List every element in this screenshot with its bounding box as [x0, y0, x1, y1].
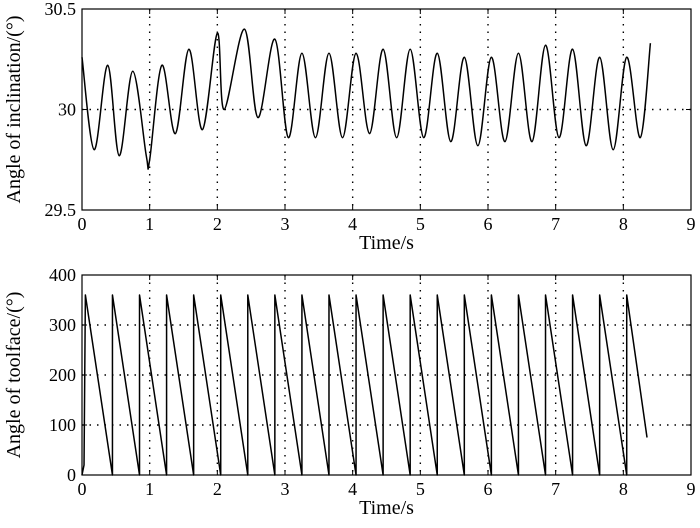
chart-toolface-xtick-label-3: 3: [281, 479, 290, 499]
chart-toolface-xtick-label-0: 0: [78, 479, 87, 499]
chart-inclination-xtick-label-6: 6: [484, 214, 493, 234]
chart-toolface-xtick-label-6: 6: [484, 479, 493, 499]
chart-inclination-xtick-label-9: 9: [687, 214, 696, 234]
chart-toolface-ytick-labels: 0 100 200 300 400: [49, 265, 76, 485]
chart-inclination-xtick-labels: 0 1 2 3 4 5 6 7 8 9: [78, 214, 696, 234]
chart-toolface-ytick-label-3: 300: [49, 315, 76, 335]
chart-inclination-xtick-label-7: 7: [551, 214, 560, 234]
chart-toolface-xtick-label-5: 5: [416, 479, 425, 499]
chart-inclination-tickmarks: [81, 8, 692, 211]
chart-inclination-ytick-labels: 29.5 30 30.5: [45, 0, 77, 220]
chart-toolface-ytick-label-4: 400: [49, 265, 76, 285]
chart-toolface-xlabel: Time/s: [359, 497, 414, 519]
chart-toolface-ytick-label-1: 100: [49, 415, 76, 435]
chart-inclination-xtick-label-3: 3: [281, 214, 290, 234]
chart-toolface-xtick-label-9: 9: [687, 479, 696, 499]
chart-inclination-ytick-label-1: 30: [58, 100, 76, 120]
chart-inclination-xtick-label-5: 5: [416, 214, 425, 234]
chart-toolface: 0 1 2 3 4 5 6 7 8 9 0 100 200 300 400 Time/s Angle of…: [3, 265, 696, 519]
chart-inclination-xtick-label-0: 0: [78, 214, 87, 234]
chart-inclination-grid: [82, 9, 691, 210]
chart-inclination: 0 1 2 3 4 5 6 7 8 9 29.5 30 30.5 Time/s Angle of in…: [3, 0, 696, 254]
chart-toolface-xtick-label-7: 7: [551, 479, 560, 499]
chart-inclination-xtick-label-8: 8: [619, 214, 628, 234]
chart-toolface-xtick-label-2: 2: [213, 479, 222, 499]
chart-inclination-ytick-label-2: 30.5: [45, 0, 77, 19]
chart-toolface-xtick-label-8: 8: [619, 479, 628, 499]
chart-inclination-xlabel: Time/s: [359, 232, 414, 254]
chart-inclination-ylabel: Angle of inclination/(°): [3, 16, 25, 204]
chart-inclination-xtick-label-4: 4: [348, 214, 357, 234]
chart-inclination-ytick-label-0: 29.5: [45, 200, 77, 220]
chart-toolface-xtick-labels: 0 1 2 3 4 5 6 7 8 9: [78, 479, 696, 499]
chart-inclination-series-line: [81, 28, 652, 170]
chart-toolface-series-line: [81, 294, 648, 476]
chart-inclination-xtick-label-1: 1: [145, 214, 154, 234]
chart-toolface-ytick-label-2: 200: [49, 365, 76, 385]
chart-toolface-xtick-label-4: 4: [348, 479, 357, 499]
chart-toolface-ylabel: Angle of toolface/(°): [3, 292, 25, 459]
chart-toolface-xtick-label-1: 1: [145, 479, 154, 499]
chart-toolface-ytick-label-0: 0: [67, 465, 76, 485]
chart-inclination-xtick-label-2: 2: [213, 214, 222, 234]
